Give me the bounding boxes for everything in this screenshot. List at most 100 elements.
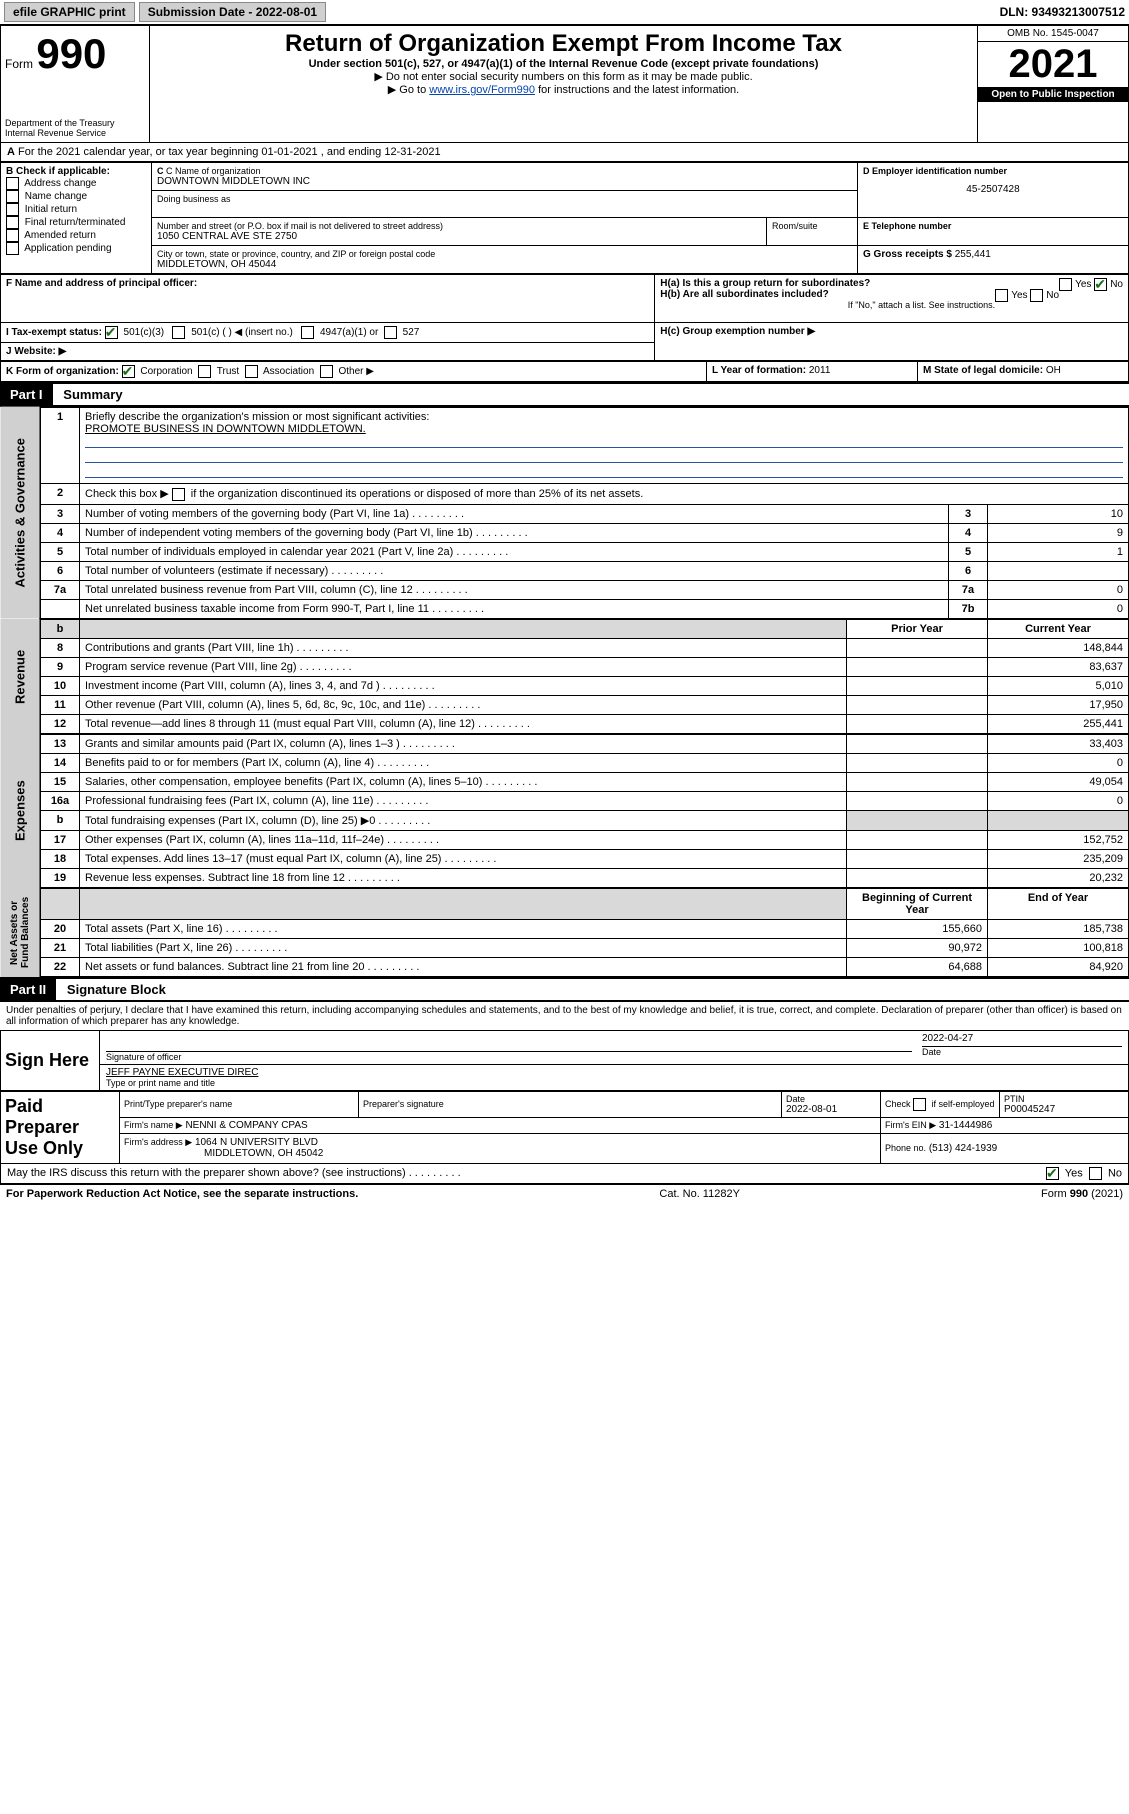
room-label: Room/suite [772,221,852,231]
officer-label: Type or print name and title [106,1078,1122,1088]
ha-yes-checkbox[interactable] [1059,278,1072,291]
i-501c3-checkbox[interactable] [105,326,118,339]
i-501c-checkbox[interactable] [172,326,185,339]
k-label: K Form of organization: [6,366,119,377]
b-checkbox[interactable] [6,177,19,190]
ptin-value: P00045247 [1004,1104,1124,1115]
hb-label: H(b) Are all subordinates included? Yes … [660,289,1123,300]
line-row: 3Number of voting members of the governi… [41,504,1129,523]
l1-label: Briefly describe the organization's miss… [85,411,429,423]
b-checkbox[interactable] [6,242,19,255]
g-label: G Gross receipts $ [863,249,952,260]
efile-print-button[interactable]: efile GRAPHIC print [4,2,135,22]
b-option: Name change [6,190,146,203]
l2-text: Check this box ▶ if the organization dis… [85,488,643,500]
line-row: 13Grants and similar amounts paid (Part … [41,734,1129,753]
dept-label: Department of the Treasury [5,118,145,128]
b-checkbox[interactable] [6,229,19,242]
footer-cat: Cat. No. 11282Y [659,1188,740,1200]
b-checkbox[interactable] [6,203,19,216]
l1-text: PROMOTE BUSINESS IN DOWNTOWN MIDDLETOWN. [85,423,366,435]
city-state-zip: MIDDLETOWN, OH 45044 [157,259,852,270]
line-row: 8Contributions and grants (Part VIII, li… [41,638,1129,657]
line-row: Net unrelated business taxable income fr… [41,599,1129,618]
org-name: DOWNTOWN MIDDLETOWN INC [157,176,852,187]
firm-name: NENNI & COMPANY CPAS [185,1120,307,1131]
self-emp-checkbox[interactable] [913,1098,926,1111]
paid-preparer-label: Paid Preparer Use Only [1,1091,120,1163]
b-label: B Check if applicable: [6,166,146,177]
b-checkbox[interactable] [6,216,19,229]
ha-label: H(a) Is this a group return for subordin… [660,278,1123,289]
e-label: E Telephone number [863,221,1123,231]
ha-no-checkbox[interactable] [1094,278,1107,291]
k-other-checkbox[interactable] [320,365,333,378]
note2-post: for instructions and the latest informat… [535,84,739,96]
b-option: Address change [6,177,146,190]
line-row: 21Total liabilities (Part X, line 26)90,… [41,938,1129,957]
dln-label: DLN: 93493213007512 [1000,5,1125,19]
vlabel-expenses: Expenses [0,734,40,888]
k-assoc-checkbox[interactable] [245,365,258,378]
line-row: 17Other expenses (Part IX, column (A), l… [41,830,1129,849]
gross-receipts: 255,441 [955,249,991,260]
signature-table: Sign Here Signature of officer 2022-04-2… [0,1030,1129,1091]
part1-title: Summary [55,387,122,402]
sign-here-label: Sign Here [1,1030,100,1090]
submission-date-button[interactable]: Submission Date - 2022-08-01 [139,2,326,22]
discuss-yes-checkbox[interactable] [1046,1167,1059,1180]
vlabel-governance: Activities & Governance [0,407,40,619]
fhij-table: F Name and address of principal officer:… [0,274,1129,361]
omb-label: OMB No. 1545-0047 [978,26,1128,42]
form-note2: ▶ Go to www.irs.gov/Form990 for instruct… [154,83,973,96]
firm-name-label: Firm's name ▶ [124,1120,183,1130]
ein-value: 45-2507428 [863,176,1123,195]
dba-label: Doing business as [157,194,852,204]
prep-date-label: Date [786,1094,876,1104]
line-a: A For the 2021 calendar year, or tax yea… [0,143,1129,162]
vlabel-revenue: Revenue [0,619,40,734]
line-row: 4Number of independent voting members of… [41,523,1129,542]
line-row: 12Total revenue—add lines 8 through 11 (… [41,714,1129,733]
k-corp: Corporation [140,366,192,377]
line-row: 11Other revenue (Part VIII, column (A), … [41,695,1129,714]
line-a-text: For the 2021 calendar year, or tax year … [18,146,441,158]
irs-link[interactable]: www.irs.gov/Form990 [429,84,535,96]
b-option: Final return/terminated [6,216,146,229]
b-checkbox[interactable] [6,190,19,203]
line-row: 18Total expenses. Add lines 13–17 (must … [41,849,1129,868]
addr-label: Number and street (or P.O. box if mail i… [157,221,761,231]
sig-date-label: Date [922,1047,1122,1057]
b-option: Initial return [6,203,146,216]
l2-checkbox[interactable] [172,488,185,501]
l-label: L Year of formation: [712,365,806,376]
k-trust-checkbox[interactable] [198,365,211,378]
firm-ein: 31-1444986 [939,1120,992,1131]
part2-header-row: Part II Signature Block [0,977,1129,1002]
part2-title: Signature Block [59,982,166,997]
discuss-no-checkbox[interactable] [1089,1167,1102,1180]
line-row: 22Net assets or fund balances. Subtract … [41,957,1129,976]
col-end: End of Year [988,888,1129,919]
i-527-checkbox[interactable] [384,326,397,339]
line-row: bTotal fundraising expenses (Part IX, co… [41,810,1129,830]
m-val: OH [1046,365,1061,376]
part1-header-row: Part I Summary [0,382,1129,407]
hc-label: H(c) Group exemption number ▶ [660,326,815,337]
b-option: Amended return [6,229,146,242]
declaration-text: Under penalties of perjury, I declare th… [0,1002,1129,1030]
i-4947-checkbox[interactable] [301,326,314,339]
sig-officer-label: Signature of officer [106,1052,912,1062]
line-row: 9Program service revenue (Part VIII, lin… [41,657,1129,676]
hb-yes-checkbox[interactable] [995,289,1008,302]
klm-table: K Form of organization: Corporation Trus… [0,361,1129,382]
footer-form: Form 990 (2021) [1041,1188,1123,1200]
k-corp-checkbox[interactable] [122,365,135,378]
discuss-yes: Yes [1065,1167,1083,1179]
part2-badge: Part II [0,979,56,1000]
city-label: City or town, state or province, country… [157,249,852,259]
line-row: 7aTotal unrelated business revenue from … [41,580,1129,599]
k-other: Other ▶ [338,366,373,377]
hb-no-checkbox[interactable] [1030,289,1043,302]
part1-table: Activities & Governance 1 Briefly descri… [0,407,1129,977]
